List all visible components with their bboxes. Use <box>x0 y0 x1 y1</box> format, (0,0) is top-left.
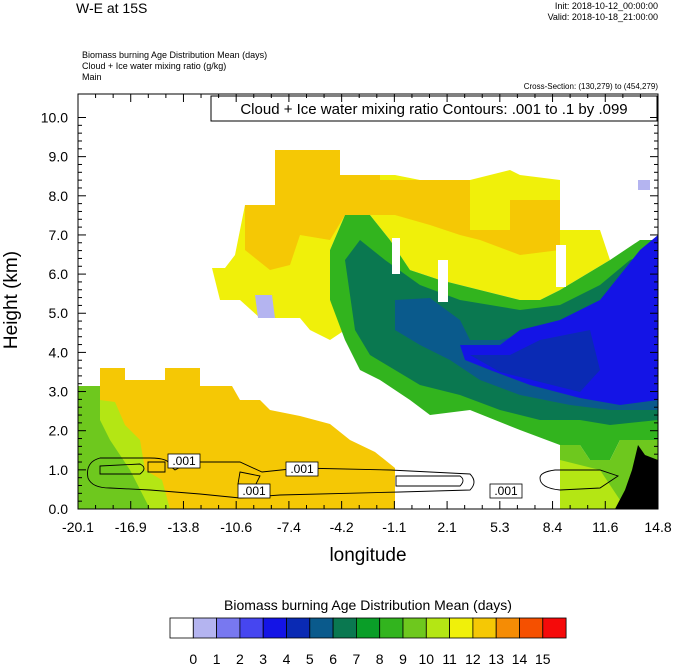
colorbar-label: 0 <box>189 651 197 667</box>
field-orange-upper-left-step <box>245 205 275 240</box>
colorbar-label: 13 <box>488 651 504 667</box>
colorbar-label: 5 <box>306 651 314 667</box>
y-tick-label: 4.0 <box>49 344 69 360</box>
y-tick-label: 2.0 <box>49 423 69 439</box>
colorbar-label: 4 <box>283 651 291 667</box>
y-tick-label: 10.0 <box>41 109 68 125</box>
colorbar-swatch <box>192 617 218 639</box>
y-tick-label: 5.0 <box>49 305 69 321</box>
contour-info: Cloud + Ice water mixing ratio Contours:… <box>240 101 627 118</box>
x-tick-label: 5.3 <box>490 519 510 535</box>
field-label-3: Main <box>82 72 102 82</box>
contour-label: .001 <box>172 454 196 468</box>
colorbar-swatch <box>286 617 311 639</box>
x-tick-label: -13.8 <box>167 519 199 535</box>
colorbar-label: 12 <box>465 651 481 667</box>
colorbar-swatch <box>169 617 194 639</box>
colorbar-label: 2 <box>236 651 244 667</box>
y-tick-label: 6.0 <box>49 266 69 282</box>
colorbar-swatch <box>449 617 474 639</box>
x-tick-label: -1.1 <box>382 519 406 535</box>
y-tick-label: 0.0 <box>49 501 69 517</box>
y-tick-label: 7.0 <box>49 227 69 243</box>
colorbar-label: 15 <box>535 651 551 667</box>
colorbar-swatch <box>542 617 567 639</box>
colorbar-swatch <box>309 617 334 639</box>
colorbar-swatch <box>379 617 404 639</box>
age-field <box>78 94 658 509</box>
colorbar-swatch <box>402 617 427 639</box>
y-tick-label: 9.0 <box>49 149 69 165</box>
contour-info-box <box>210 95 658 122</box>
x-tick-label: 11.6 <box>592 519 618 535</box>
colorbar-swatch <box>355 617 381 639</box>
cross-section-label: Cross-Section: (130,279) to (454,279) <box>523 82 658 91</box>
field-orange-upper <box>245 150 560 270</box>
contour-label: .001 <box>290 462 314 476</box>
field-deepblue-core <box>470 330 600 392</box>
plot-frame <box>77 93 659 510</box>
x-tick-label: 8.4 <box>543 519 563 535</box>
field-gap-2 <box>438 260 448 302</box>
contour-label: .001 <box>494 484 518 498</box>
colorbar-swatch <box>472 617 497 639</box>
field-label-1: Biomass burning Age Distribution Mean (d… <box>82 50 268 60</box>
x-tick-label: -16.9 <box>115 519 147 535</box>
colorbar-swatch <box>262 617 287 639</box>
field-gap-1 <box>392 238 400 274</box>
colorbar-swatch <box>239 617 264 639</box>
valid-time: Valid: 2018-10-18_21:00:00 <box>547 12 658 22</box>
init-valid-times: Init: 2018-10-12_00:00:00 Valid: 2018-10… <box>548 1 658 23</box>
x-tick-label: 2.1 <box>437 519 457 535</box>
colorbar-label: 7 <box>353 651 361 667</box>
x-tick-label: -4.2 <box>330 519 354 535</box>
field-yellowgreen-lower-right <box>560 460 620 509</box>
axes: 0.0 1.0 2.0 3.0 4.0 5.0 6.0 7.0 8.0 9.0 10.0 -20.1 -… <box>41 94 672 535</box>
x-axis-label: longitude <box>329 545 406 566</box>
colorbar-label: 3 <box>259 651 267 667</box>
colorbar-label: 10 <box>419 651 435 667</box>
colorbar-swatch <box>216 617 241 639</box>
colorbar: 0 1 2 3 4 5 6 7 8 9 10 11 12 13 14 15 <box>169 617 567 667</box>
terrain <box>615 445 658 509</box>
x-tick-label: -10.6 <box>220 519 252 535</box>
x-tick-label: -7.4 <box>277 519 301 535</box>
field-label-2: Cloud + Ice water mixing ratio (g/kg) <box>82 61 227 71</box>
init-time: Init: 2018-10-12_00:00:00 <box>554 1 658 11</box>
colorbar-swatch <box>332 617 357 639</box>
contour-label: .001 <box>242 484 266 498</box>
colorbar-label: 11 <box>442 651 457 667</box>
x-tick-label: 14.8 <box>644 519 671 535</box>
contour-labels: .001 .001 .001 .001 <box>167 453 523 499</box>
colorbar-label: 14 <box>512 651 528 667</box>
y-tick-label: 8.0 <box>49 188 69 204</box>
field-lavender-patch <box>255 295 275 318</box>
y-tick-label: 3.0 <box>49 384 69 400</box>
field-lavender-patch-right <box>638 180 650 190</box>
colorbar-swatch <box>519 617 544 639</box>
x-tick-label: -20.1 <box>62 519 94 535</box>
colorbar-label: 1 <box>213 651 221 667</box>
colorbar-swatch <box>425 617 450 639</box>
colorbar-label: 8 <box>376 651 384 667</box>
colorbar-title: Biomass burning Age Distribution Mean (d… <box>224 597 512 613</box>
colorbar-label: 9 <box>399 651 407 667</box>
field-gap-3 <box>556 245 566 287</box>
field-yellowgreen-lower-left <box>100 400 170 509</box>
plot-title: W-E at 15S <box>76 0 148 16</box>
y-axis-label: Height (km) <box>1 251 22 349</box>
colorbar-label: 6 <box>329 651 337 667</box>
colorbar-swatch <box>495 617 520 639</box>
y-tick-label: 1.0 <box>49 462 69 478</box>
